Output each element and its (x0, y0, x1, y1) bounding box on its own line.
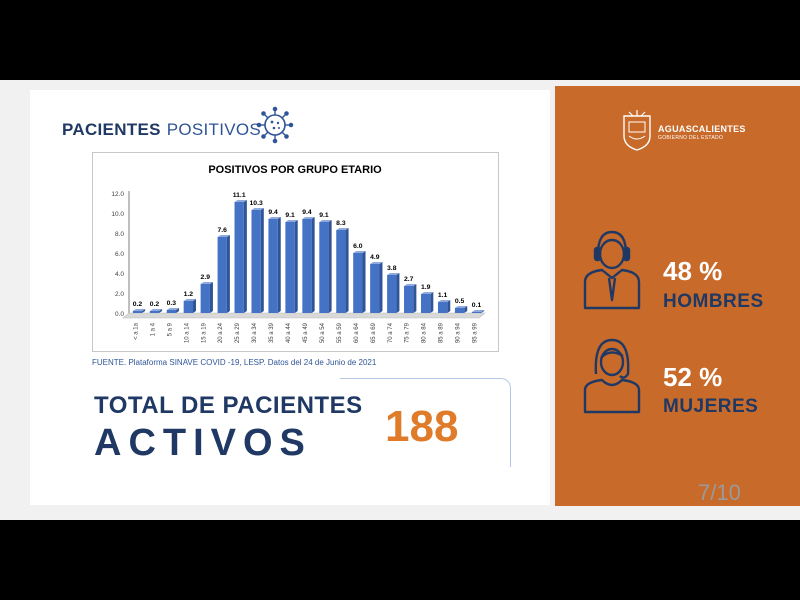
bar (251, 208, 264, 313)
x-tick-label: 50 a 54 (320, 322, 326, 343)
bar (183, 299, 196, 313)
x-tick-label: 35 a 39 (269, 322, 275, 343)
state-logo-icon (623, 110, 651, 151)
x-tick-label: 45 a 49 (303, 322, 309, 343)
bar-value-label: 0.5 (455, 298, 465, 305)
stats-sidebar (555, 86, 800, 506)
x-tick-label: 30 a 34 (252, 322, 258, 343)
bar-value-label: 9.4 (302, 209, 312, 216)
x-tick-label: 85 a 89 (439, 322, 445, 343)
x-tick-label: 60 a 64 (354, 322, 360, 343)
logo-line-2: GOBIERNO DEL ESTADO (658, 135, 724, 141)
bar (166, 308, 180, 313)
x-tick-label: 5 a 9 (167, 322, 173, 336)
x-tick-label: 40 a 44 (286, 322, 292, 343)
title-bold: PACIENTES (62, 120, 161, 139)
x-tick-label: 1 a 4 (150, 322, 156, 336)
men-label: HOMBRES (663, 291, 764, 312)
bar-value-label: 10.3 (250, 200, 263, 207)
bar-value-label: 2.9 (201, 274, 211, 281)
page-number: 7/10 (698, 480, 741, 505)
bar-value-label: 1.1 (438, 292, 448, 299)
bar-value-label: 1.2 (184, 291, 194, 298)
bar-value-label: 9.4 (268, 209, 278, 216)
chart-title: POSITIVOS POR GRUPO ETARIO (208, 164, 382, 176)
y-tick-label: 2.0 (115, 291, 124, 298)
x-tick-label: 95 a 99 (473, 322, 479, 343)
bar (302, 217, 315, 313)
bar (421, 292, 434, 313)
x-tick-label: 20 a 24 (218, 322, 224, 343)
total-label: TOTAL DE PACIENTES (94, 392, 363, 419)
woman-icon (583, 338, 641, 414)
x-tick-label: 25 a 29 (235, 322, 241, 343)
age-group-chart: POSITIVOS POR GRUPO ETARIO 0.0 2.0 4.0 6.0 8… (111, 164, 486, 343)
total-value: 188 (385, 402, 459, 451)
men-percent: 48 % (663, 256, 723, 286)
bar (200, 282, 213, 313)
x-tick-label: < a 1a (133, 322, 139, 340)
state-logo-text: AGUASCALIENTES GOBIERNO DEL ESTADO (658, 124, 746, 141)
y-tick-label: 12.0 (111, 191, 124, 198)
bar-value-label: 0.2 (133, 301, 143, 308)
virus-icon (256, 106, 294, 144)
x-tick-label: 90 a 94 (456, 322, 462, 343)
bar (336, 228, 349, 313)
x-tick-label: 75 a 79 (405, 322, 411, 343)
x-tick-label: 70 a 74 (388, 322, 394, 343)
bar-value-label: 9.1 (319, 212, 329, 219)
bar (471, 310, 485, 313)
logo-line-1: AGUASCALIENTES (658, 124, 746, 134)
bar-value-label: 8.3 (336, 220, 346, 227)
page-title: PACIENTES POSITIVOS (62, 115, 261, 145)
bar (454, 306, 468, 313)
bar (387, 273, 400, 313)
y-tick-label: 0.0 (115, 311, 124, 318)
x-tick-label: 15 a 19 (201, 322, 207, 343)
bar (319, 220, 332, 313)
y-tick-label: 8.0 (115, 231, 124, 238)
bar (268, 217, 281, 313)
bar (404, 284, 417, 313)
y-tick-label: 4.0 (115, 271, 124, 278)
bar-value-label: 7.6 (218, 227, 228, 234)
source-note: FUENTE. Plataforma SINAVE COVID -19, LES… (92, 358, 377, 367)
x-tick-label: 55 a 59 (337, 322, 343, 343)
bar-value-label: 11.1 (233, 192, 246, 199)
bar (132, 309, 146, 313)
man-icon (583, 230, 641, 310)
bar-value-label: 2.7 (404, 276, 414, 283)
chart-frame: POSITIVOS POR GRUPO ETARIO 0.0 2.0 4.0 6.0 8… (92, 152, 499, 352)
bar (285, 220, 298, 313)
x-tick-label: 65 a 69 (371, 322, 377, 343)
bar-value-label: 0.3 (167, 300, 177, 307)
bar-value-label: 6.0 (353, 243, 363, 250)
bar (149, 309, 163, 313)
active-label: ACTIVOS (94, 422, 312, 464)
chart-floor (122, 312, 486, 319)
x-tick-label: 10 a 14 (184, 322, 190, 343)
bar-value-label: 9.1 (285, 212, 295, 219)
bar (370, 262, 383, 313)
bar (234, 200, 247, 313)
y-tick-label: 6.0 (115, 251, 124, 258)
y-tick-label: 10.0 (111, 211, 124, 218)
bar-value-label: 0.1 (472, 302, 482, 309)
bar (353, 251, 366, 313)
women-label: MUJERES (663, 396, 759, 417)
bar-value-label: 1.9 (421, 284, 431, 291)
title-light: POSITIVOS (166, 120, 262, 139)
women-percent: 52 % (663, 362, 723, 392)
total-frame (340, 378, 511, 467)
bar-value-label: 4.9 (370, 254, 380, 261)
bar-value-label: 3.8 (387, 265, 397, 272)
bar-value-label: 0.2 (150, 301, 160, 308)
x-tick-label: 80 a 84 (422, 322, 428, 343)
bar (217, 235, 230, 313)
bar (437, 300, 451, 313)
